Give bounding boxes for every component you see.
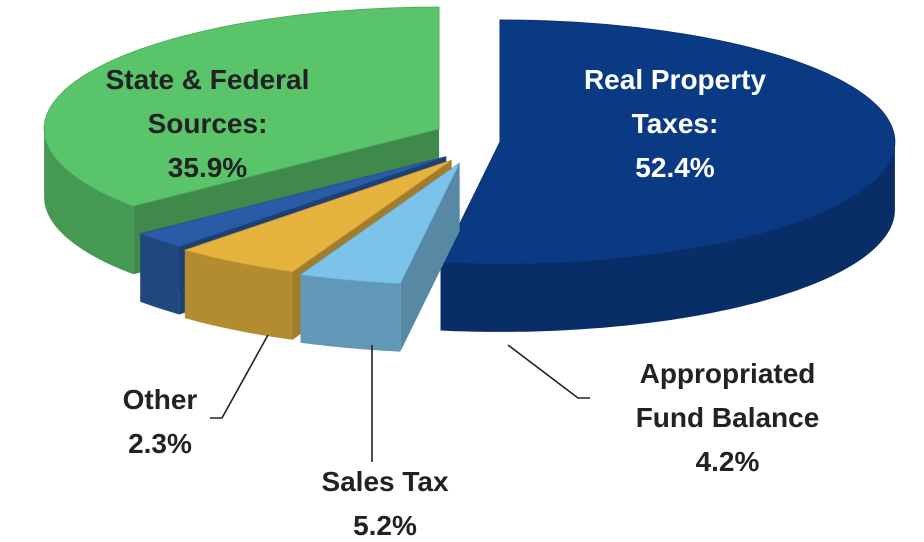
slice-top [299,162,460,285]
category-label: Appropriated Fund Balance [635,358,820,433]
slice-label: State & Federal Sources: 35.9% [85,58,330,190]
slice-top [43,6,440,207]
category-label: Other [122,384,198,415]
category-label: Sales Tax [321,466,449,497]
slice-wall [184,250,293,340]
value-label: 52.4% [635,152,715,183]
slice-wall [440,141,895,332]
slice-top [183,159,452,273]
category-label: State & Federal Sources: [105,64,310,139]
value-label: 4.2% [695,446,760,477]
slice-wall [300,274,401,352]
slice-label: Sales Tax 5.2% [290,460,480,542]
value-label: 2.3% [128,428,192,459]
leader-line [507,344,590,399]
slice-wall [140,233,180,315]
slice-label: Other 2.3% [90,378,230,466]
leader-line [210,334,269,419]
slice-wall [44,129,134,275]
value-label: 35.9% [167,152,248,183]
slice-label: Real Property Taxes: 52.4% [560,58,790,190]
value-label: 5.2% [353,510,417,541]
category-label: Real Property Taxes: [583,64,767,139]
slice-label: Appropriated Fund Balance 4.2% [605,352,850,484]
slice-top [138,156,447,247]
slice-top [439,19,896,265]
